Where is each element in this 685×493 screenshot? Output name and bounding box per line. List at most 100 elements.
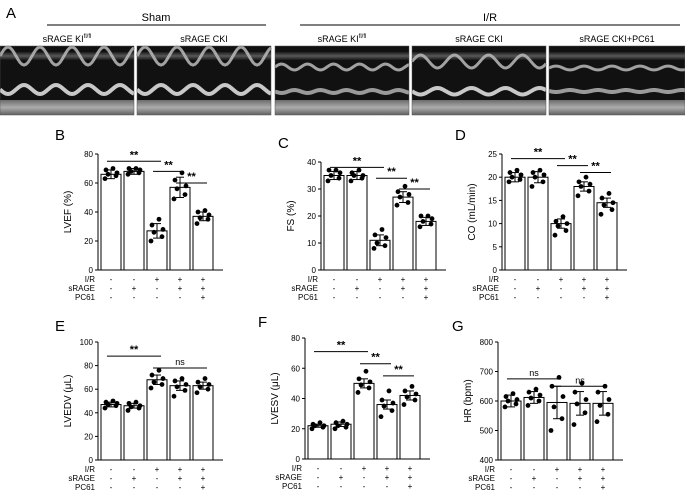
y-axis-label: CO (mL/min) [467,183,478,240]
panel-letter: E [55,318,65,335]
data-point [502,404,508,410]
treatment-sign: + [362,464,367,473]
treatment-row-label: PC61 [282,482,303,491]
echo-label-sup: fl/fl [359,34,367,40]
data-point [549,383,555,389]
data-point [594,419,600,425]
y-axis-label: FS (%) [286,200,297,231]
data-point [606,397,612,402]
treatment-sign: + [582,275,587,284]
data-point [125,408,131,413]
data-point [363,368,369,374]
treatment-row-label: I/R [85,275,95,284]
y-tick-label: 40 [291,395,300,404]
data-point [540,179,546,185]
data-point [179,376,185,381]
y-tick-label: 0 [493,266,498,275]
treatment-row-label: I/R [308,275,318,284]
data-point [510,391,516,397]
y-tick-label: 800 [480,338,494,347]
data-point [528,395,534,401]
data-point [609,207,615,213]
bar [323,175,345,271]
treatment-row-label: I/R [292,464,302,473]
data-point [513,401,519,407]
data-point [537,167,543,173]
data-point [309,426,315,432]
bar [573,185,595,271]
y-tick-label: 40 [84,409,93,418]
data-point [202,208,208,213]
treatment-row-label: PC61 [298,293,319,302]
data-point [114,170,120,176]
data-point [160,227,166,232]
data-point [598,211,604,217]
data-point [317,420,323,426]
significance-label: ** [130,344,139,356]
bar [392,196,414,271]
panel-letter: D [455,127,466,144]
treatment-sign: + [424,275,429,284]
data-point [420,219,426,224]
data-point [110,166,116,171]
data-point [378,414,384,420]
panel-a-letter: A [6,5,16,22]
treatment-row-label: I/R [485,465,495,474]
data-point [102,176,108,182]
data-point [597,403,603,408]
data-point [606,191,612,196]
data-point [205,386,211,392]
data-point [507,170,513,175]
treatment-sign: - [156,474,159,483]
treatment-row-label: PC61 [475,483,496,492]
data-point [103,167,109,173]
treatment-sign: + [605,284,610,293]
data-point [587,181,593,187]
data-point [526,389,532,395]
y-axis-label: LVESV (μL) [270,372,281,424]
data-point [413,391,419,397]
echo-label-text: sRAGE CKI [455,34,503,44]
data-point [348,178,354,184]
y-tick-label: 10 [488,220,497,229]
data-point [560,394,566,399]
treatment-sign: - [514,275,517,284]
treatment-sign: - [556,483,559,492]
treatment-row-label: I/R [85,465,95,474]
treatment-sign: + [582,284,587,293]
treatment-sign: + [408,482,413,491]
treatment-sign: - [537,293,540,302]
y-tick-label: 0 [89,266,94,275]
treatment-sign: - [317,482,320,491]
data-point [182,192,188,198]
data-point [536,398,542,404]
data-point [560,214,566,220]
data-point [172,177,178,183]
data-point [401,402,407,407]
data-point [533,386,539,392]
data-point [582,410,588,416]
data-point [532,174,538,180]
data-point [103,399,109,405]
data-point [194,221,200,227]
data-point [383,235,389,241]
data-point [371,246,377,251]
treatment-row-label: sRAGE [68,284,95,293]
data-point [156,367,162,373]
data-point [195,209,201,215]
treatment-sign: + [424,284,429,293]
data-point [595,389,601,395]
data-point [174,384,180,390]
echo-label-text: sRAGE KI [318,34,359,44]
treatment-sign: + [408,473,413,482]
panel-letter: B [55,127,65,144]
y-tick-label: 40 [84,208,93,217]
bar [123,405,145,461]
data-point [412,397,418,403]
data-point [517,177,523,182]
treatment-sign: + [601,474,606,483]
data-point [133,166,139,171]
